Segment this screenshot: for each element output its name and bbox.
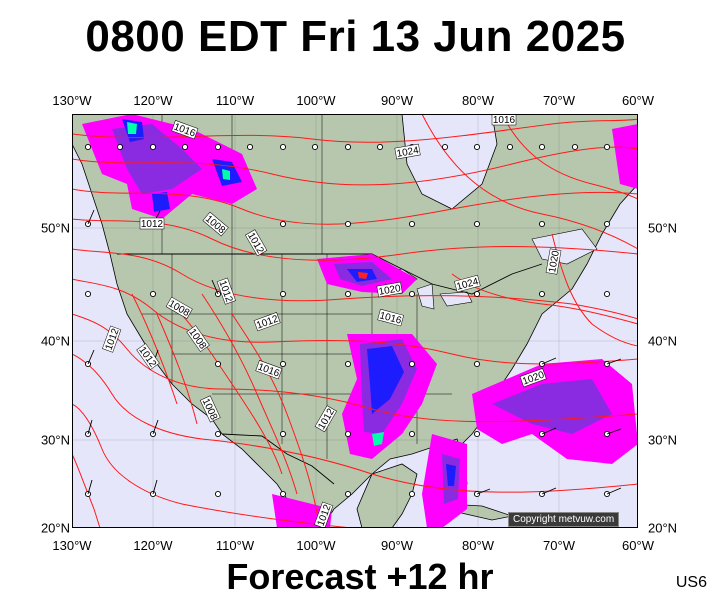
lon-label-bottom: 100°W	[296, 538, 336, 553]
lon-label-bottom: 80°W	[462, 538, 494, 553]
st-lawrence	[531, 228, 598, 265]
map-title: 0800 EDT Fri 13 Jun 2025	[85, 12, 626, 61]
lon-label-top: 60°W	[622, 93, 654, 108]
lon-label-bottom: 110°W	[215, 538, 255, 553]
pressure-label: 1020	[547, 249, 562, 273]
map-frame	[72, 114, 638, 528]
lat-label-right: 20°N	[648, 520, 678, 536]
lon-label-top: 80°W	[462, 93, 494, 108]
copyright-badge: Copyright metvuw.com	[508, 512, 620, 527]
lat-label-right: 50°N	[648, 220, 678, 236]
lon-label-top: 70°W	[543, 93, 575, 108]
pressure-label: 1024	[396, 145, 420, 160]
lat-label-left: 40°N	[40, 333, 70, 349]
lon-label-top: 100°W	[296, 93, 336, 108]
lat-label-left: 50°N	[40, 220, 70, 236]
lat-label-right: 40°N	[648, 333, 678, 349]
pressure-label: 1012	[141, 219, 164, 230]
graticule	[72, 114, 638, 528]
lon-label-bottom: 120°W	[133, 538, 173, 553]
lon-label-top: 130°W	[52, 93, 92, 108]
lon-label-bottom: 70°W	[543, 538, 575, 553]
forecast-label: Forecast +12 hr	[226, 556, 494, 597]
precipitation	[82, 114, 638, 528]
wind-barb-staffs	[87, 209, 622, 495]
pressure-label: 1016	[493, 115, 516, 126]
region-code: US6	[675, 574, 707, 591]
lat-label-right: 30°N	[648, 432, 678, 448]
lon-label-top: 90°W	[381, 93, 413, 108]
country-border	[221, 433, 335, 485]
land-mass	[356, 463, 418, 528]
lon-label-bottom: 130°W	[52, 538, 92, 553]
lon-label-bottom: 60°W	[622, 538, 654, 553]
lat-label-left: 20°N	[40, 520, 70, 536]
lat-label-left: 30°N	[40, 432, 70, 448]
pressure-label: 1020	[378, 283, 402, 298]
lon-label-top: 120°W	[133, 93, 173, 108]
weather-map: 1016 1016 1024 1012 1008 1012 1012 1020 …	[72, 114, 638, 528]
lon-label-top: 110°W	[215, 93, 255, 108]
lon-label-bottom: 90°W	[381, 538, 413, 553]
